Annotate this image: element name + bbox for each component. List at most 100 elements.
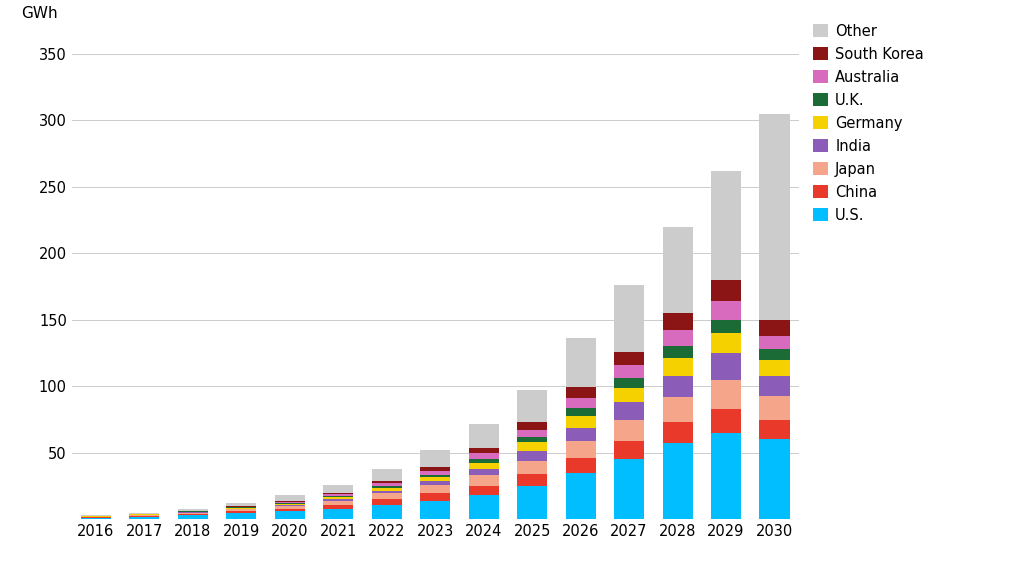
- Bar: [226, 508, 256, 509]
- Bar: [760, 396, 790, 419]
- Bar: [517, 429, 547, 437]
- Bar: [760, 359, 790, 376]
- Bar: [274, 506, 305, 509]
- Bar: [711, 380, 741, 409]
- Bar: [614, 459, 644, 519]
- Text: GWh: GWh: [20, 6, 57, 21]
- Bar: [663, 227, 692, 313]
- Bar: [663, 422, 692, 444]
- Bar: [274, 504, 305, 505]
- Bar: [469, 470, 499, 475]
- Bar: [372, 499, 401, 505]
- Bar: [129, 516, 160, 519]
- Bar: [129, 512, 160, 514]
- Bar: [324, 494, 353, 496]
- Bar: [663, 444, 692, 519]
- Bar: [614, 388, 644, 402]
- Bar: [517, 422, 547, 429]
- Bar: [324, 499, 353, 501]
- Bar: [614, 365, 644, 379]
- Bar: [274, 503, 305, 504]
- Bar: [372, 490, 401, 493]
- Bar: [469, 424, 499, 448]
- Bar: [614, 285, 644, 352]
- Bar: [372, 486, 401, 488]
- Bar: [663, 397, 692, 422]
- Bar: [565, 458, 596, 473]
- Bar: [517, 442, 547, 451]
- Bar: [565, 398, 596, 408]
- Bar: [324, 493, 353, 494]
- Bar: [517, 451, 547, 461]
- Bar: [324, 509, 353, 519]
- Bar: [372, 505, 401, 519]
- Bar: [565, 387, 596, 398]
- Bar: [274, 505, 305, 506]
- Bar: [274, 511, 305, 519]
- Bar: [711, 280, 741, 301]
- Bar: [469, 475, 499, 486]
- Bar: [760, 419, 790, 440]
- Bar: [372, 469, 401, 481]
- Bar: [663, 358, 692, 376]
- Bar: [565, 441, 596, 458]
- Bar: [178, 515, 208, 519]
- Bar: [372, 484, 401, 486]
- Bar: [614, 402, 644, 419]
- Bar: [420, 485, 451, 493]
- Bar: [324, 496, 353, 497]
- Bar: [711, 333, 741, 353]
- Bar: [420, 493, 451, 501]
- Bar: [178, 509, 208, 511]
- Bar: [129, 515, 160, 516]
- Bar: [711, 320, 741, 333]
- Bar: [565, 408, 596, 415]
- Bar: [469, 459, 499, 463]
- Bar: [274, 509, 305, 511]
- Bar: [614, 352, 644, 365]
- Bar: [420, 481, 451, 485]
- Bar: [565, 428, 596, 441]
- Bar: [420, 467, 451, 471]
- Bar: [372, 488, 401, 490]
- Bar: [469, 495, 499, 519]
- Bar: [614, 379, 644, 388]
- Bar: [469, 448, 499, 454]
- Bar: [178, 514, 208, 515]
- Bar: [663, 376, 692, 397]
- Bar: [760, 114, 790, 320]
- Bar: [517, 437, 547, 442]
- Bar: [324, 497, 353, 499]
- Bar: [517, 474, 547, 486]
- Bar: [760, 336, 790, 349]
- Bar: [663, 346, 692, 358]
- Bar: [420, 450, 451, 467]
- Bar: [469, 486, 499, 495]
- Bar: [614, 419, 644, 441]
- Bar: [711, 301, 741, 320]
- Bar: [420, 475, 451, 477]
- Bar: [565, 473, 596, 519]
- Bar: [324, 501, 353, 505]
- Bar: [469, 454, 499, 459]
- Bar: [565, 338, 596, 387]
- Bar: [711, 433, 741, 519]
- Bar: [565, 415, 596, 428]
- Bar: [372, 481, 401, 484]
- Bar: [372, 493, 401, 499]
- Bar: [420, 471, 451, 475]
- Bar: [760, 440, 790, 519]
- Bar: [324, 485, 353, 493]
- Bar: [663, 313, 692, 331]
- Bar: [711, 353, 741, 380]
- Bar: [517, 461, 547, 474]
- Bar: [178, 512, 208, 514]
- Bar: [420, 477, 451, 481]
- Bar: [614, 441, 644, 459]
- Bar: [711, 409, 741, 433]
- Bar: [663, 331, 692, 346]
- Bar: [760, 320, 790, 336]
- Bar: [274, 501, 305, 502]
- Bar: [81, 518, 111, 519]
- Bar: [274, 495, 305, 501]
